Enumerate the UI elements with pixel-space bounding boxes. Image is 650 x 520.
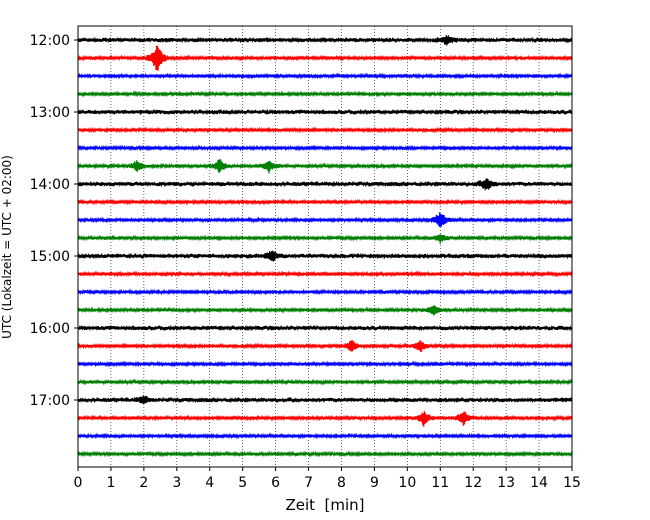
x-tick-label: 6 bbox=[271, 475, 280, 491]
trace-row bbox=[77, 158, 573, 174]
trace-row bbox=[77, 34, 573, 46]
trace-row bbox=[77, 108, 573, 116]
y-tick-label: 17:00 bbox=[30, 393, 70, 409]
x-tick-label: 1 bbox=[106, 475, 115, 491]
x-axis-label: Zeit [min] bbox=[285, 496, 364, 514]
x-tick-label: 11 bbox=[431, 475, 449, 491]
trace-row bbox=[77, 395, 573, 405]
y-axis-label: UTC (Lokalzeit = UTC + 02:00) bbox=[0, 155, 14, 339]
trace-row bbox=[77, 360, 573, 368]
trace-row bbox=[77, 432, 573, 440]
x-tick-label: 8 bbox=[337, 475, 346, 491]
trace-row bbox=[77, 234, 573, 245]
x-tick-label: 13 bbox=[497, 475, 515, 491]
plot-frame bbox=[77, 25, 573, 468]
y-tick-label: 16:00 bbox=[30, 321, 70, 337]
trace-row bbox=[77, 178, 573, 191]
x-tick-label: 5 bbox=[238, 475, 247, 491]
trace-row bbox=[77, 410, 573, 427]
x-axis-ticks: 0 1 2 3 4 5 6 7 8 9 10 11 12 13 14 15 bbox=[74, 467, 581, 491]
trace-row bbox=[77, 450, 573, 458]
seismic-traces bbox=[77, 34, 573, 458]
trace-row bbox=[77, 126, 573, 134]
trace-row bbox=[77, 198, 573, 206]
x-tick-label: 3 bbox=[172, 475, 181, 491]
x-tick-label: 2 bbox=[139, 475, 148, 491]
trace-row bbox=[77, 339, 573, 352]
x-tick-label: 7 bbox=[304, 475, 313, 491]
x-tick-label: 15 bbox=[563, 475, 581, 491]
trace-row bbox=[77, 305, 573, 316]
y-tick-label: 13:00 bbox=[30, 105, 70, 121]
x-tick-label: 0 bbox=[74, 475, 83, 491]
trace-row bbox=[77, 144, 573, 152]
trace-row bbox=[77, 90, 573, 98]
trace-row bbox=[77, 212, 573, 227]
y-axis-ticks: 12:00 13:00 14:00 15:00 16:00 17:00 bbox=[30, 33, 78, 409]
trace-row bbox=[77, 45, 573, 71]
trace-row bbox=[77, 378, 573, 386]
y-tick-label: 14:00 bbox=[30, 177, 70, 193]
x-tick-label: 9 bbox=[370, 475, 379, 491]
x-tick-label: 12 bbox=[464, 475, 482, 491]
y-tick-label: 12:00 bbox=[30, 33, 70, 49]
trace-row bbox=[77, 250, 573, 262]
trace-row bbox=[77, 324, 573, 332]
x-tick-label: 10 bbox=[398, 475, 416, 491]
x-tick-label: 4 bbox=[205, 475, 214, 491]
trace-row bbox=[77, 288, 573, 296]
trace-row bbox=[77, 270, 573, 278]
x-tick-label: 14 bbox=[530, 475, 548, 491]
y-tick-label: 15:00 bbox=[30, 249, 70, 265]
plot-background bbox=[78, 26, 572, 467]
trace-row bbox=[77, 72, 573, 80]
